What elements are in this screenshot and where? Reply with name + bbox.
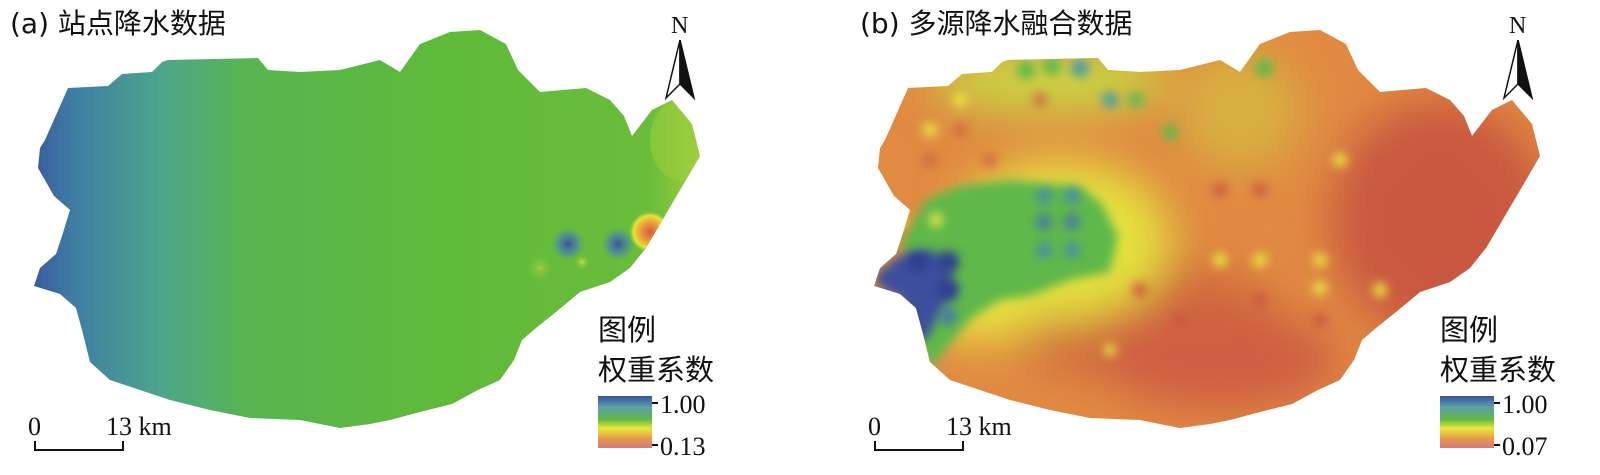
scale-bar-line [874,441,964,451]
legend-color-ramp [1440,396,1494,448]
weight-map-a [34,30,700,428]
north-arrow: N [1502,13,1536,100]
weight-map-b [874,30,1540,428]
station-spot [573,253,591,271]
north-label: N [671,13,689,39]
station-spot [600,226,636,262]
station-markers [893,57,1387,357]
panel-title: (a) 站点降水数据 [10,7,226,40]
legend-min-label: 0.13 [660,432,706,461]
legend-max-label: 1.00 [1502,390,1548,419]
legend-tick [652,402,658,404]
legend: 图例 权重系数 1.00 0.13 [598,312,798,472]
legend-heading: 图例 [598,313,657,347]
scale-zero-label: 0 [868,412,881,441]
station-spot [524,252,556,284]
legend-subheading: 权重系数 [1440,353,1557,387]
north-arrow-icon [664,40,696,100]
scale-bar: 0 13 km [862,413,1062,463]
legend-heading: 图例 [1440,313,1499,347]
legend-subheading: 权重系数 [598,353,715,387]
legend-max-label: 1.00 [660,390,706,419]
scale-bar-line [34,441,124,451]
panel-a: (a) 站点降水数据 [10,7,798,472]
north-arrow-icon [1502,40,1534,100]
scale-max-label: 13 km [106,412,172,441]
legend-tick [1494,444,1500,446]
north-label: N [1509,13,1527,39]
scale-max-label: 13 km [946,412,1012,441]
station-spot [628,210,672,254]
legend-tick [1494,402,1500,404]
legend: 图例 权重系数 1.00 0.07 [1440,312,1600,472]
scale-zero-label: 0 [28,412,41,441]
station-spot [550,226,586,262]
north-arrow: N [664,13,698,100]
panel-title: (b) 多源降水融合数据 [860,7,1133,40]
legend-color-ramp [598,396,652,448]
scale-bar: 0 13 km [22,413,222,463]
legend-tick [652,444,658,446]
panel-b: (b) 多源降水融合数据 [840,0,1600,475]
legend-min-label: 0.07 [1502,432,1548,461]
